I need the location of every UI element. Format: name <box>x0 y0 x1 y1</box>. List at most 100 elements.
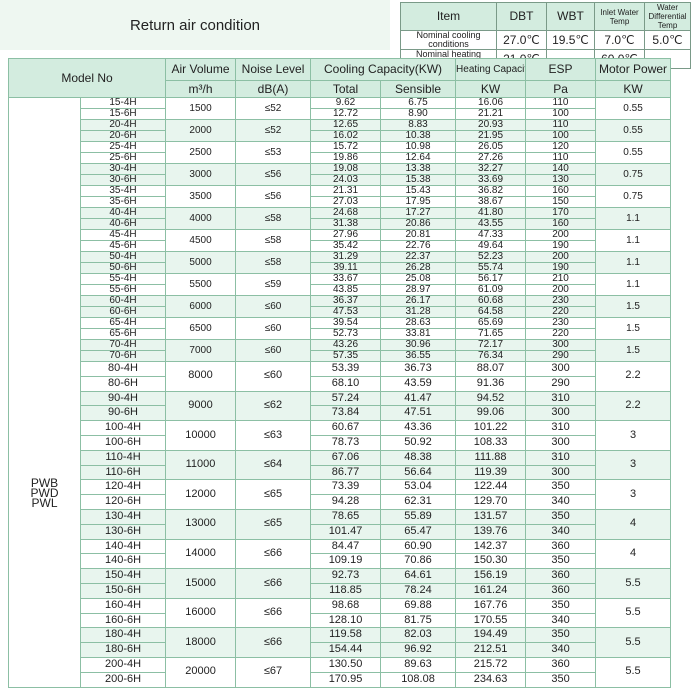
table-row: 35-4H 3500 ≤56 21.31 15.43 36.82 160 0.75 <box>9 185 672 208</box>
value-cell: 12.64 <box>380 152 457 164</box>
value-cell: 69.88 <box>380 597 457 614</box>
table-row: 50-6H 39.11 26.28 55.74 190 <box>9 262 671 274</box>
table-row: 15-6H 12.72 8.90 21.21 100 <box>9 108 671 120</box>
value-cell: 50.92 <box>380 434 457 451</box>
motor-power-cell: 5.5 <box>595 568 672 599</box>
value-cell: 122.44 <box>455 479 527 496</box>
model-cell: 55-6H <box>79 284 167 296</box>
model-cell: 80-6H <box>79 375 167 392</box>
table-row: 55-4H 5500 ≤59 33.67 25.08 56.17 210 1.1 <box>9 273 672 296</box>
value-cell: 9.62 <box>310 97 382 109</box>
value-cell: 76.34 <box>455 350 527 362</box>
header-cell: Heating Capacity <box>455 58 527 81</box>
value-cell: 360 <box>525 656 597 673</box>
value-cell: 110 <box>525 152 597 164</box>
value-cell: 340 <box>525 612 597 629</box>
value-cell: 110 <box>525 119 597 131</box>
value-cell: 230 <box>525 317 597 329</box>
model-cell: 100-6H <box>79 434 167 451</box>
value-cell: 96.92 <box>380 642 457 658</box>
model-cell: 130-6H <box>79 523 167 540</box>
value-cell: 36.55 <box>380 350 457 362</box>
air-volume-cell: 3000 <box>165 163 237 186</box>
motor-power-cell: 0.75 <box>595 185 672 208</box>
table-row: 90-6H 73.84 47.51 99.06 300 <box>9 405 671 422</box>
noise-cell: ≤60 <box>235 295 312 318</box>
series-label: PWB <box>30 476 59 490</box>
air-volume-cell: 9000 <box>165 390 237 422</box>
air-volume-cell: 5500 <box>165 273 237 296</box>
value-cell: 119.39 <box>455 464 527 481</box>
value-cell: 61.09 <box>455 284 527 296</box>
value-cell: 30.96 <box>380 339 457 351</box>
motor-power-cell: 0.55 <box>595 119 672 142</box>
unit-cell: KW <box>595 80 672 98</box>
value-cell: 300 <box>525 434 597 451</box>
value-cell: 21.95 <box>455 130 527 142</box>
model-cell: 160-4H <box>79 597 167 614</box>
condition-header: Inlet Water Temp <box>594 2 645 31</box>
conditions-table: Item DBT WBT Inlet Water Temp Water Differen… <box>400 2 691 69</box>
table-row: 25-4H 2500 ≤53 15.72 10.98 26.05 120 0.55 <box>9 141 672 164</box>
value-cell: 130 <box>525 174 597 186</box>
value-cell: 129.70 <box>455 494 527 510</box>
value-cell: 72.17 <box>455 339 527 351</box>
table-row: 20-4H 2000 ≤52 12.65 8.83 20.93 110 0.55 <box>9 119 672 142</box>
value-cell: 200 <box>525 229 597 241</box>
model-cell: 90-4H <box>79 390 167 407</box>
value-cell: 300 <box>525 361 597 377</box>
noise-cell: ≤58 <box>235 229 312 252</box>
condition-cell: 7.0℃ <box>594 30 645 50</box>
value-cell: 73.39 <box>310 479 382 496</box>
value-cell: 65.47 <box>380 523 457 540</box>
table-row: 45-6H 35.42 22.76 49.64 190 <box>9 240 671 252</box>
table-row: 65-6H 52.73 33.81 71.65 220 <box>9 328 671 340</box>
noise-cell: ≤60 <box>235 339 312 362</box>
value-cell: 64.61 <box>380 568 457 584</box>
value-cell: 48.38 <box>380 449 457 466</box>
air-volume-cell: 2500 <box>165 141 237 164</box>
model-cell: 35-4H <box>79 185 167 197</box>
value-cell: 36.73 <box>380 361 457 377</box>
value-cell: 65.69 <box>455 317 527 329</box>
motor-power-cell: 0.75 <box>595 163 672 186</box>
value-cell: 118.85 <box>310 582 382 599</box>
value-cell: 212.51 <box>455 642 527 658</box>
value-cell: 110 <box>525 97 597 109</box>
series-label: PWL <box>31 496 58 510</box>
value-cell: 78.24 <box>380 582 457 599</box>
air-volume-cell: 1500 <box>165 97 237 120</box>
model-cell: 65-6H <box>79 328 167 340</box>
value-cell: 350 <box>525 553 597 570</box>
value-cell: 108.33 <box>455 434 527 451</box>
value-cell: 31.38 <box>310 218 382 230</box>
value-cell: 350 <box>525 671 597 688</box>
model-cell: 180-4H <box>79 627 167 644</box>
model-cell: 35-6H <box>79 196 167 208</box>
model-cell: 40-4H <box>79 207 167 219</box>
noise-cell: ≤66 <box>235 627 312 658</box>
table-row: Item DBT WBT Inlet Water Temp Water Differen… <box>400 2 691 31</box>
value-cell: 109.19 <box>310 553 382 570</box>
model-cell: 30-6H <box>79 174 167 186</box>
motor-power-cell: 1.5 <box>595 295 672 318</box>
value-cell: 230 <box>525 295 597 307</box>
value-cell: 39.11 <box>310 262 382 274</box>
value-cell: 101.47 <box>310 523 382 540</box>
value-cell: 128.10 <box>310 612 382 629</box>
table-row: 120-6H 94.28 62.31 129.70 340 <box>9 494 671 510</box>
table-row: 35-6H 27.03 17.95 38.67 150 <box>9 196 671 208</box>
value-cell: 360 <box>525 568 597 584</box>
model-cell: 160-6H <box>79 612 167 629</box>
value-cell: 64.58 <box>455 306 527 318</box>
model-cell: 45-6H <box>79 240 167 252</box>
value-cell: 154.44 <box>310 642 382 658</box>
model-cell: 25-6H <box>79 152 167 164</box>
value-cell: 82.03 <box>380 627 457 644</box>
table-row: 55-6H 43.85 28.97 61.09 200 <box>9 284 671 296</box>
value-cell: 56.17 <box>455 273 527 285</box>
value-cell: 170 <box>525 207 597 219</box>
value-cell: 150.30 <box>455 553 527 570</box>
value-cell: 38.67 <box>455 196 527 208</box>
